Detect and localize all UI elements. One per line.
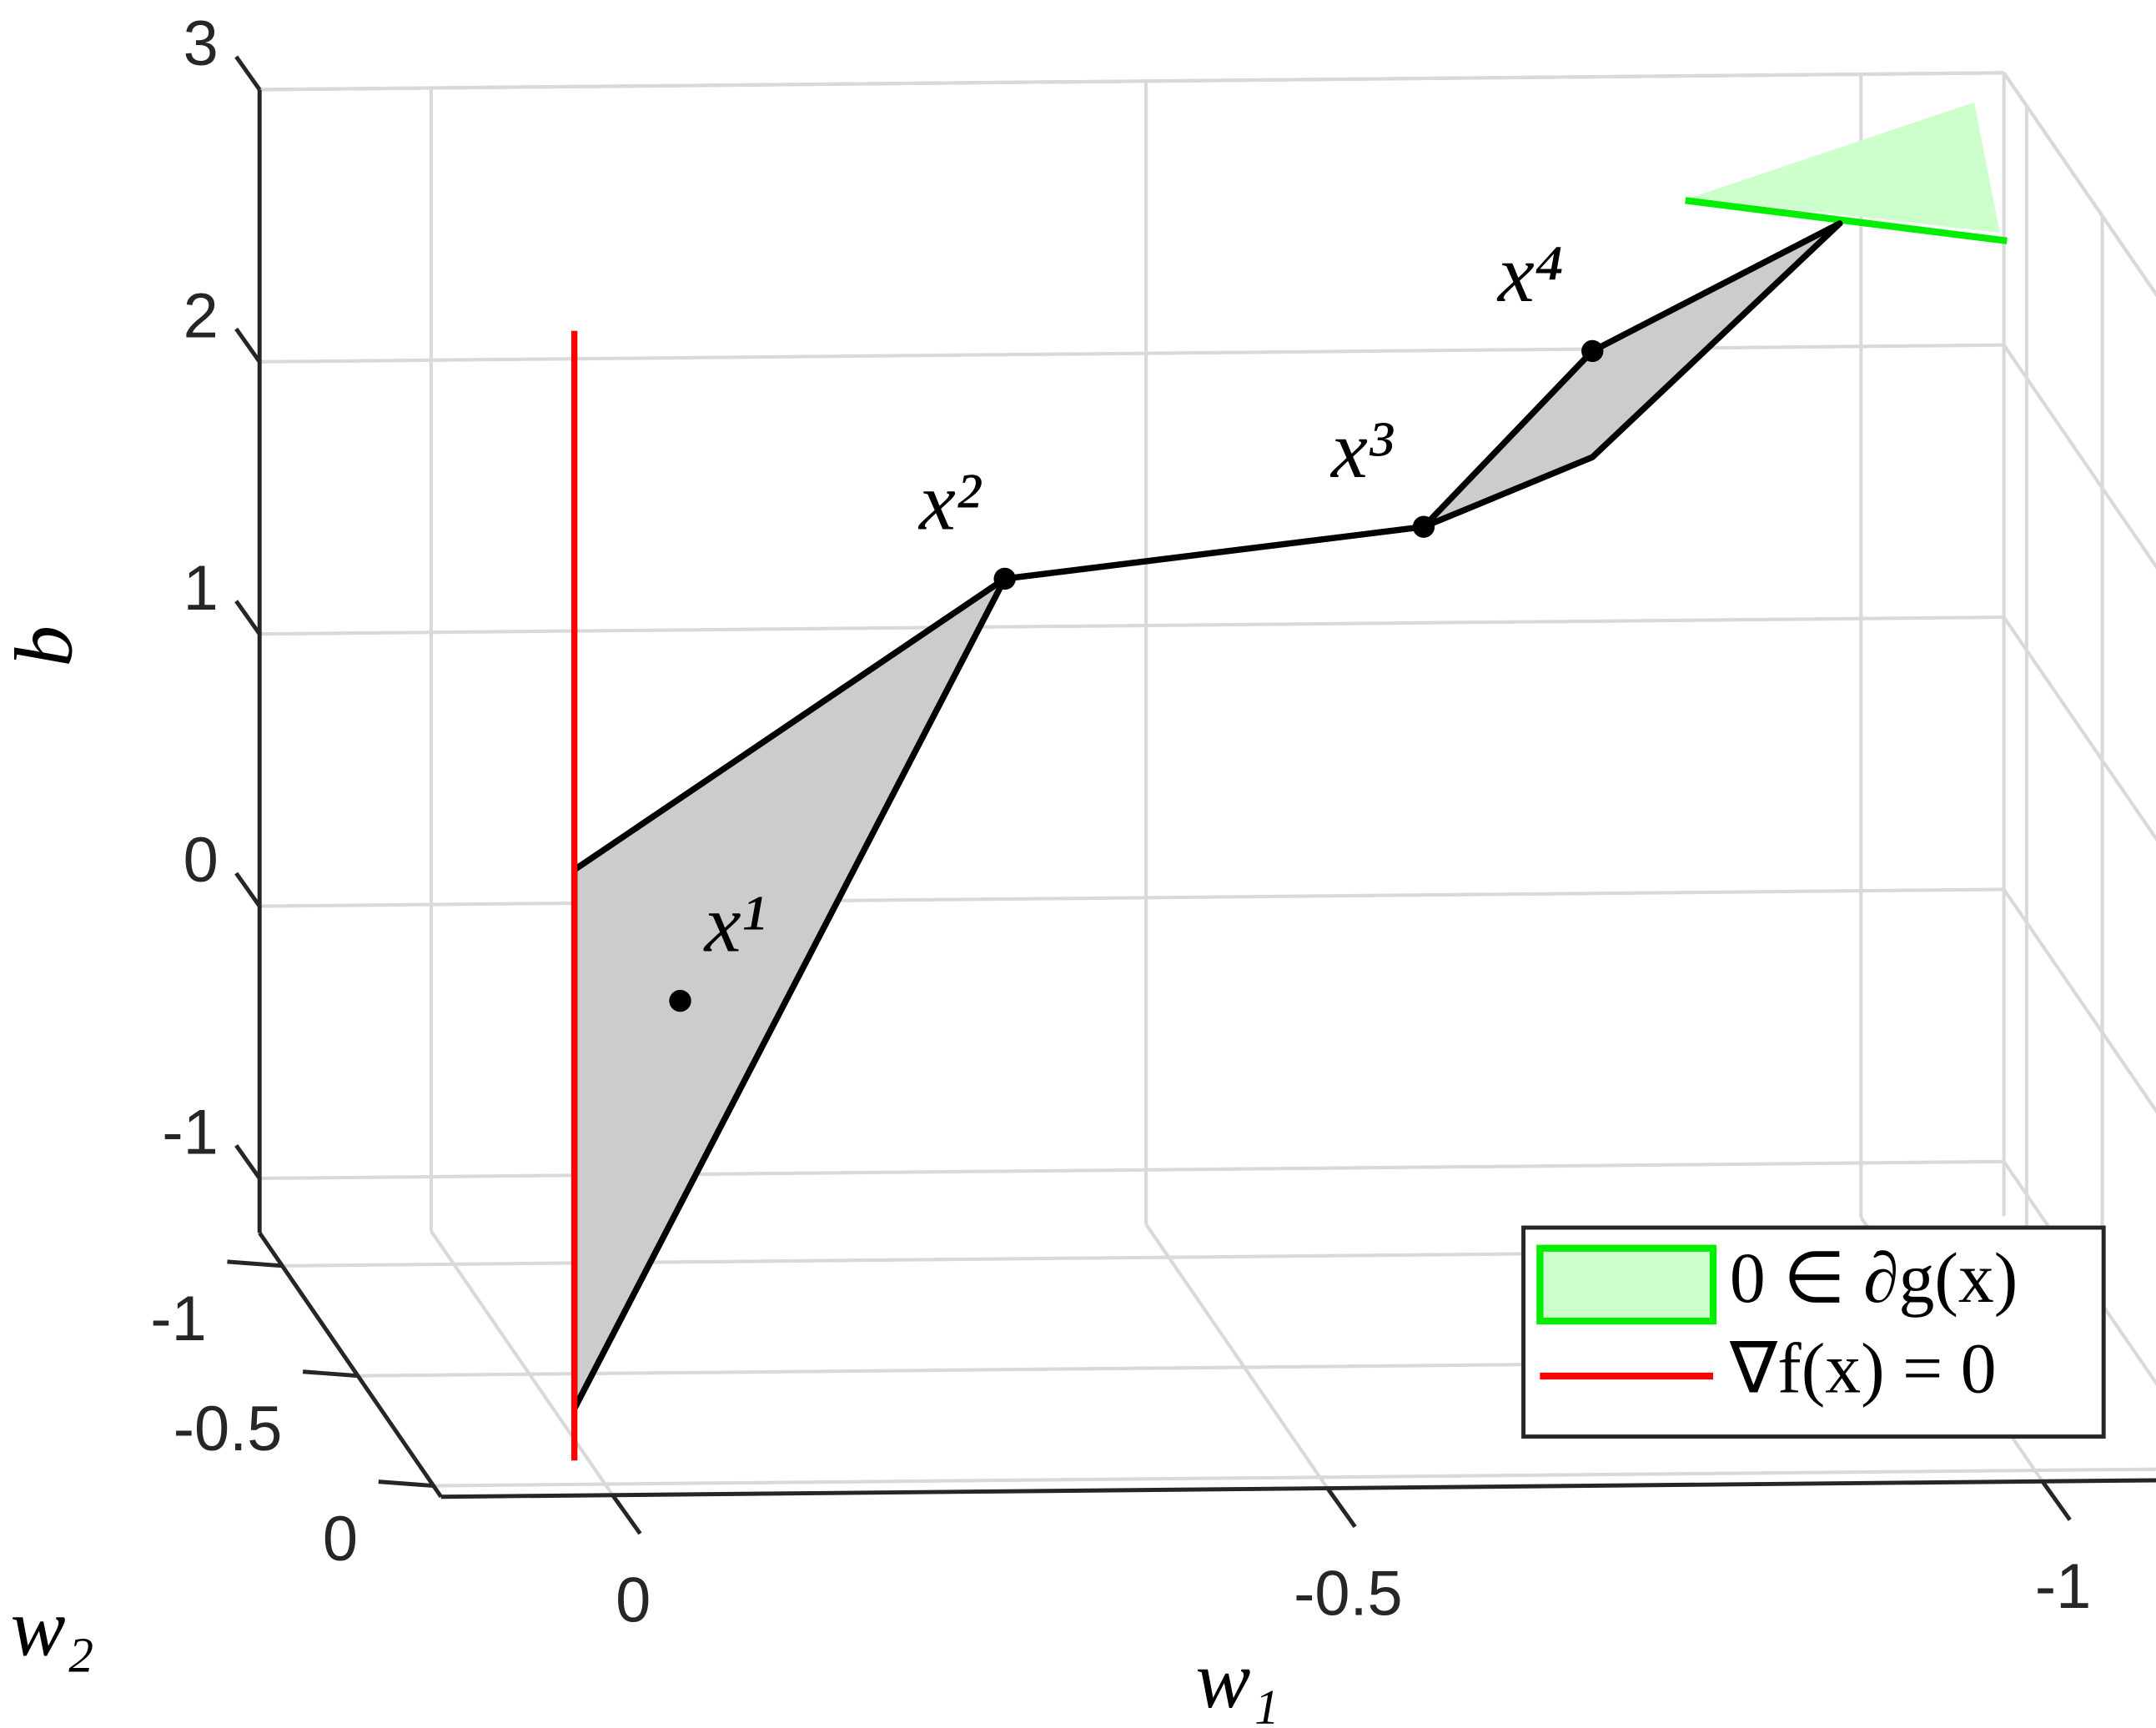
legend-label: 0 ∈ ∂g(x) xyxy=(1730,1238,2018,1318)
grid-line xyxy=(2002,344,2156,570)
z-tick xyxy=(234,600,262,635)
path xyxy=(1004,524,1425,582)
legend-label: ∇f(x) = 0 xyxy=(1729,1329,1997,1409)
point xyxy=(1581,339,1604,363)
z-tick xyxy=(234,872,262,908)
z-tick-label: 0 xyxy=(183,825,219,896)
x-tick xyxy=(2040,1479,2072,1521)
point-label: x¹ xyxy=(703,878,766,969)
x-tick-label: -1 xyxy=(2035,1551,2091,1622)
z-tick-label: 3 xyxy=(183,8,219,79)
z-axis-label: b xyxy=(0,625,90,666)
optimality-region xyxy=(1691,102,2000,234)
grid-line xyxy=(2002,888,2156,1114)
y-tick xyxy=(302,1369,359,1379)
grid-line xyxy=(259,343,2004,364)
y-tick-label: -0.5 xyxy=(173,1394,283,1464)
z-tick xyxy=(234,327,262,364)
z-tick-label: 1 xyxy=(183,553,219,624)
optimality-boundary xyxy=(1685,197,2008,244)
grid-line xyxy=(259,887,2004,908)
grid-line xyxy=(2002,615,2156,841)
box-edge xyxy=(259,71,2004,92)
box-edge xyxy=(2002,72,2156,298)
x-axis-label: w₁ xyxy=(1196,1635,1279,1725)
region xyxy=(570,575,1008,1412)
z-tick xyxy=(234,55,262,91)
point xyxy=(993,567,1016,590)
point xyxy=(1412,515,1435,538)
x-tick xyxy=(1325,1487,1357,1529)
point xyxy=(669,989,691,1012)
legend-box xyxy=(1521,1225,2106,1439)
grid-line xyxy=(1144,1223,1329,1489)
z-tick-label: -1 xyxy=(162,1098,218,1168)
legend-swatch xyxy=(1536,1244,1717,1325)
grid-line xyxy=(433,1467,2156,1488)
point-label: x³ xyxy=(1329,404,1394,495)
x-tick xyxy=(611,1494,642,1535)
y-axis xyxy=(258,1231,443,1499)
region xyxy=(1420,220,1843,530)
grid-line xyxy=(430,1230,615,1496)
point-label: x² xyxy=(917,456,982,547)
z-tick xyxy=(234,1143,262,1180)
x-tick-label: -0.5 xyxy=(1294,1558,1403,1629)
y-tick-label: 0 xyxy=(323,1504,358,1575)
y-axis-label: w₂ xyxy=(11,1582,94,1673)
y-tick xyxy=(227,1259,283,1268)
x-tick-label: 0 xyxy=(616,1565,651,1636)
point-label: x⁴ xyxy=(1496,229,1563,319)
grid-line xyxy=(259,615,2004,636)
y-tick-label: -1 xyxy=(150,1283,206,1354)
z-tick-label: 2 xyxy=(183,280,219,351)
x-axis xyxy=(440,1478,2156,1499)
y-tick xyxy=(378,1479,434,1489)
grid-line xyxy=(259,1159,2004,1181)
